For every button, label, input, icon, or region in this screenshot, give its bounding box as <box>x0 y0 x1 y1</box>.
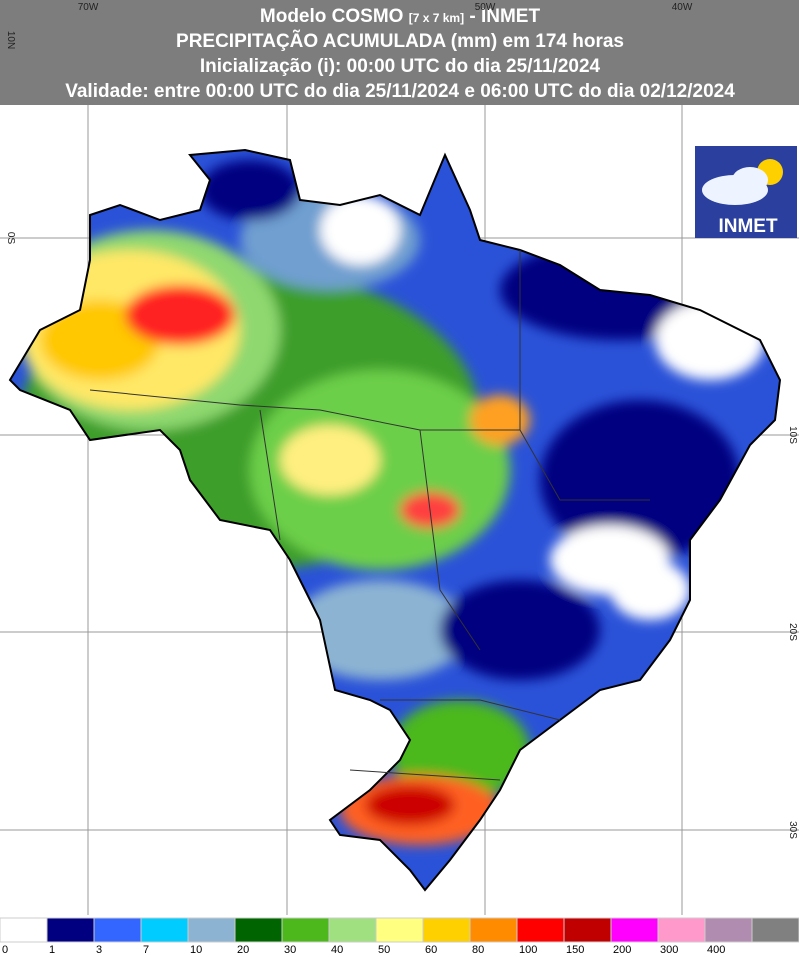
title-line4: Validade: entre 00:00 UTC do dia 25/11/2… <box>65 81 735 102</box>
legend-swatch <box>516 917 565 943</box>
legend-label: 3 <box>96 944 102 956</box>
legend-swatch <box>140 917 189 943</box>
legend-label: 400 <box>707 944 725 956</box>
legend-swatch <box>46 917 95 943</box>
lat-label: 20S <box>787 623 798 641</box>
legend-swatch <box>328 917 377 943</box>
legend-label: 7 <box>143 944 149 956</box>
lat-label: 30S <box>787 821 798 839</box>
legend-swatch <box>610 917 659 943</box>
lon-label: 40W <box>672 2 693 13</box>
legend-swatch <box>657 917 706 943</box>
legend-label: 20 <box>237 944 249 956</box>
legend-label: 300 <box>660 944 678 956</box>
title-main: Modelo COSMO <box>260 6 404 27</box>
lat-label: 10S <box>787 426 798 444</box>
lon-label: 70W <box>78 2 99 13</box>
legend-swatch <box>563 917 612 943</box>
title-end: - INMET <box>469 6 540 27</box>
legend-label: 1 <box>49 944 55 956</box>
legend-label: 30 <box>284 944 296 956</box>
title: Modelo COSMO [7 x 7 km] - INMET <box>260 6 541 27</box>
legend-swatch <box>704 917 753 943</box>
legend-swatch <box>469 917 518 943</box>
legend-label: 150 <box>566 944 584 956</box>
legend-label: 200 <box>613 944 631 956</box>
legend-swatch <box>187 917 236 943</box>
legend-label: 80 <box>472 944 484 956</box>
title-line3: Inicialização (i): 00:00 UTC do dia 25/1… <box>200 56 601 77</box>
legend-swatch <box>422 917 471 943</box>
lat-label: 10N <box>5 31 16 49</box>
legend-swatch <box>234 917 283 943</box>
legend-swatch <box>375 917 424 943</box>
lon-label: 50W <box>475 2 496 13</box>
lat-label: 0S <box>5 232 16 245</box>
legend-label: 60 <box>425 944 437 956</box>
legend-label: 0 <box>2 944 8 956</box>
legend-label: 40 <box>331 944 343 956</box>
legend-swatch <box>281 917 330 943</box>
legend-swatch <box>0 917 48 943</box>
title-line2: PRECIPITAÇÃO ACUMULADA (mm) em 174 horas <box>176 30 624 52</box>
legend-swatch <box>751 917 799 943</box>
legend-label: 50 <box>378 944 390 956</box>
header <box>0 0 799 105</box>
legend-label: 10 <box>190 944 202 956</box>
logo-text: INMET <box>718 216 778 237</box>
state-borders <box>89 250 650 781</box>
legend-swatch <box>93 917 142 943</box>
title-res: [7 x 7 km] <box>409 11 464 25</box>
logo: INMET <box>695 146 797 238</box>
legend-label: 100 <box>519 944 537 956</box>
